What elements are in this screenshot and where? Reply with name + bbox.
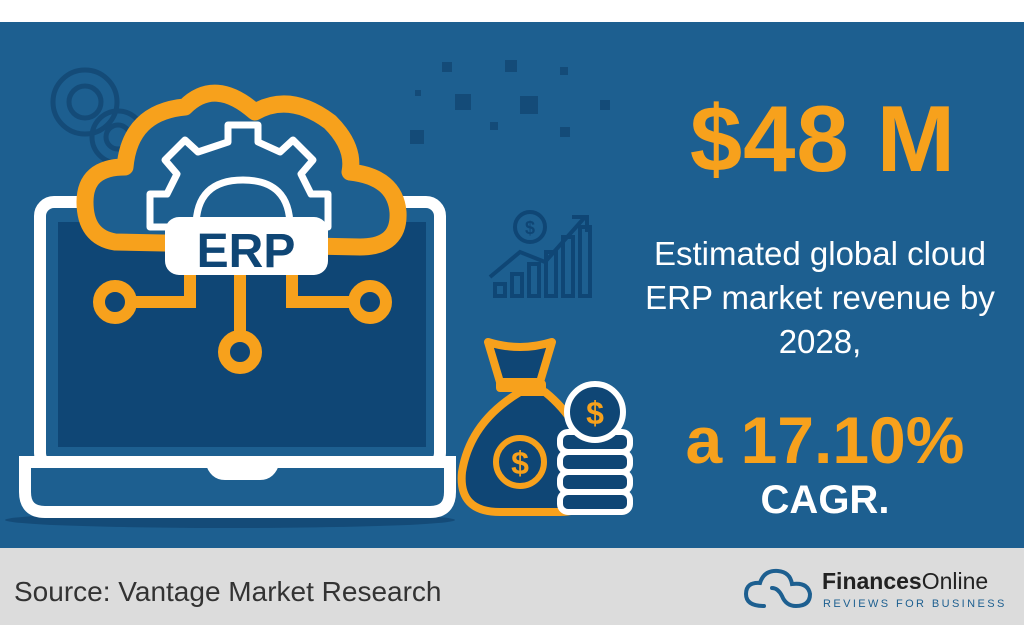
svg-text:$: $ [511,445,529,481]
infographic-banner: ERP $ $ $ $48 M Estimated global cloud E… [0,22,1024,548]
brand-bold: Finances [822,568,922,594]
brand-tagline: REVIEWS FOR BUSINESS [823,598,1007,610]
description: Estimated global cloud ERP market revenu… [645,235,995,360]
pixel-decoration [410,60,610,144]
coin-stack-icon: $ [557,381,633,515]
erp-badge [165,217,328,275]
headline-amount: $48 M [689,86,957,191]
brand-light: Online [921,568,989,594]
brand-name: FinancesOnline [822,568,988,595]
growth-label: CAGR. [760,478,890,522]
growth-chart-icon: $ [488,210,592,298]
erp-label: ERP [197,225,296,278]
footer: Source: Vantage Market Research Finances… [0,548,1024,625]
gear-icon [146,121,332,231]
cloud-logo-icon [743,568,813,609]
svg-text:$: $ [525,218,535,238]
illustration: ERP $ $ $ [5,60,633,528]
growth-rate: a 17.10% [685,403,965,477]
svg-text:$: $ [586,395,604,431]
financesonline-logo[interactable]: FinancesOnline REVIEWS FOR BUSINESS [742,566,1012,611]
source-text: Source: Vantage Market Research [14,576,442,607]
